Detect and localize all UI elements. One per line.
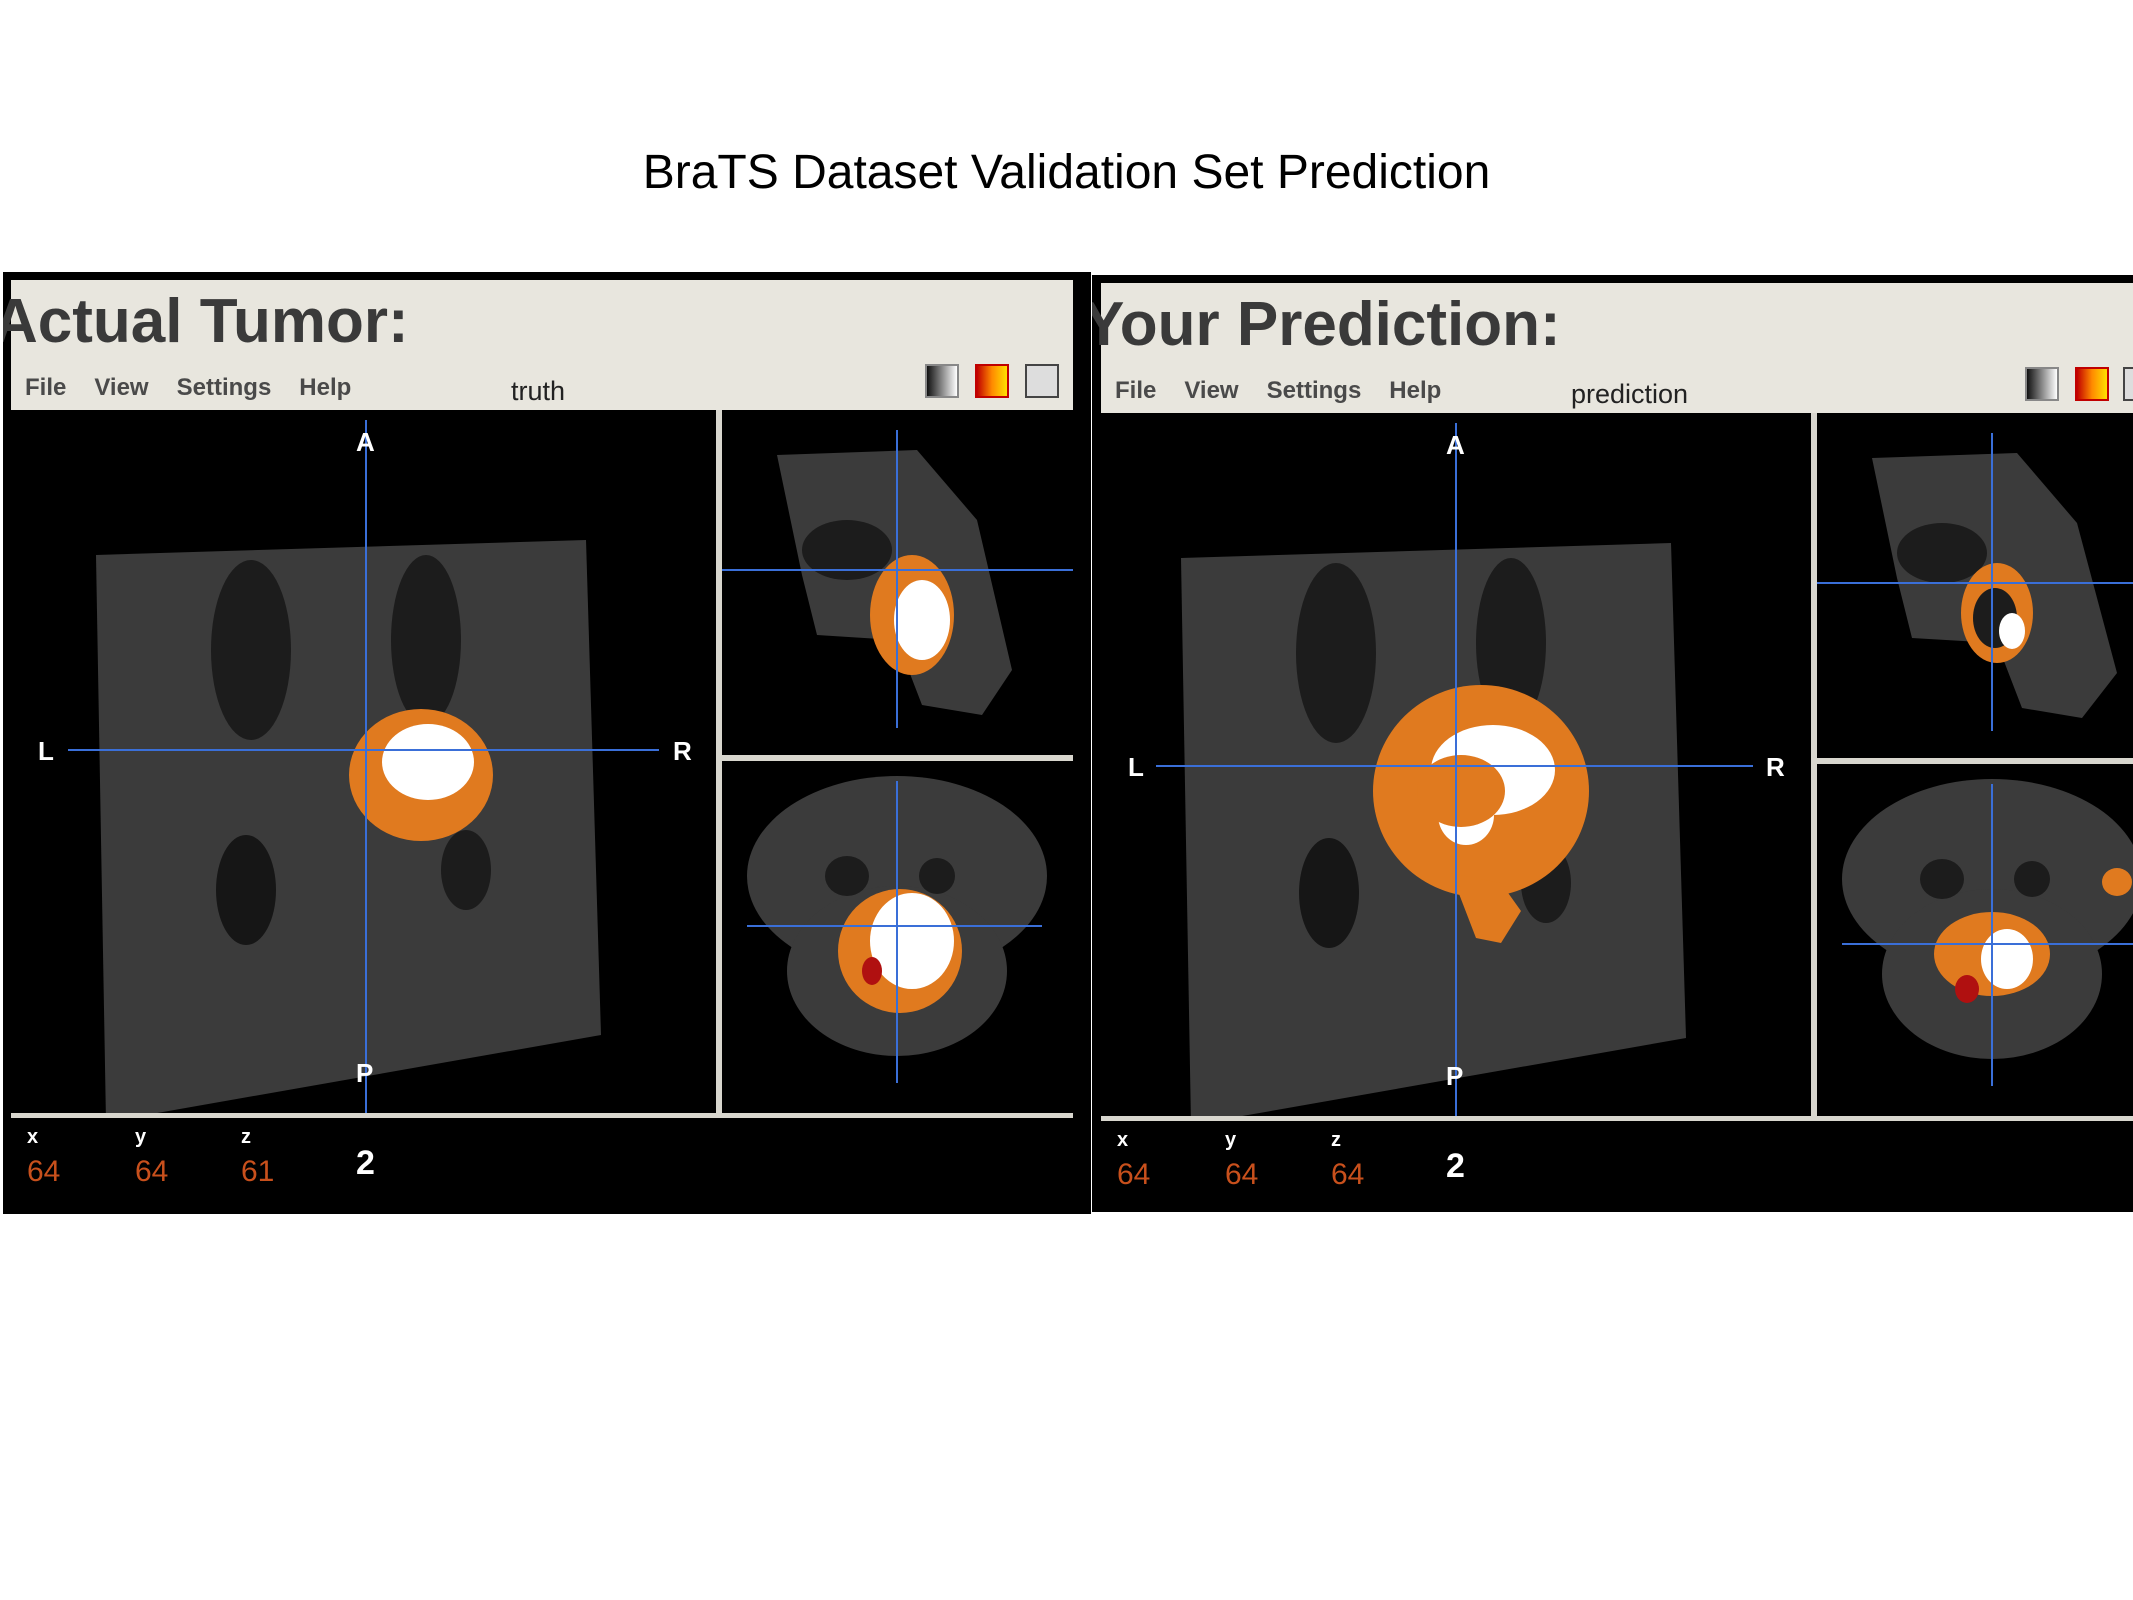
tumor-core — [382, 724, 474, 800]
truth-toolbar: Actual Tumor: File View Settings Help tr… — [3, 280, 1073, 410]
ventricle-left — [825, 856, 869, 896]
coord-y-value: 64 — [1225, 1158, 1259, 1191]
heat-lut-icon[interactable] — [2075, 367, 2109, 401]
tumor-core — [1981, 929, 2033, 989]
coords-divider — [1101, 1116, 2133, 1121]
menu-file[interactable]: File — [1115, 377, 1157, 404]
orient-anterior: A — [1446, 430, 1465, 460]
tumor-core — [870, 893, 954, 989]
tumor-core — [894, 580, 950, 660]
coord-x: x 64 — [27, 1126, 87, 1189]
swap-view-icon[interactable] — [1025, 364, 1059, 398]
ventricle-left — [1296, 563, 1376, 743]
view-divider — [1811, 413, 1817, 1116]
menu-settings[interactable]: Settings — [176, 374, 272, 401]
menu-settings[interactable]: Settings — [1266, 377, 1362, 404]
axial-view[interactable]: A P L R — [1101, 413, 1811, 1116]
grayscale-lut-icon[interactable] — [925, 364, 959, 398]
voxel-value: 2 — [356, 1144, 375, 1182]
orient-anterior: A — [356, 427, 375, 457]
image-name: truth — [511, 376, 566, 406]
menu-file[interactable]: File — [25, 374, 67, 401]
orient-posterior: P — [356, 1058, 373, 1088]
tumor-edema-extension — [1451, 873, 1521, 943]
menu-view[interactable]: View — [1184, 377, 1239, 404]
ventricle-lower-left — [216, 835, 276, 945]
ventricle-left — [211, 560, 291, 740]
truth-coords-bar: x 64 y 64 z 61 2 — [11, 1118, 1073, 1204]
coord-y: y 64 — [135, 1126, 195, 1189]
coronal-view[interactable] — [722, 761, 1073, 1113]
ventricle-right — [1476, 558, 1546, 728]
orient-posterior: P — [1446, 1061, 1463, 1091]
swap-view-icon[interactable] — [2123, 367, 2133, 401]
prediction-coords-bar: x 64 y 64 z 64 2 — [1101, 1121, 2133, 1207]
coord-z-value: 64 — [1331, 1158, 1365, 1191]
tumor-edema-spot — [2102, 868, 2132, 896]
coord-x-value: 64 — [1117, 1158, 1151, 1191]
coord-z: z 64 — [1331, 1129, 1391, 1192]
ventricle-lower-left — [1299, 838, 1359, 948]
sagittal-view[interactable] — [722, 410, 1073, 755]
coords-divider — [11, 1113, 1073, 1118]
tumor-necrosis — [1955, 975, 1979, 1003]
menu-help[interactable]: Help — [299, 374, 352, 401]
orient-right: R — [1766, 752, 1785, 782]
coronal-view[interactable] — [1817, 764, 2133, 1116]
ventricle-right — [919, 858, 955, 894]
grayscale-lut-icon[interactable] — [2025, 367, 2059, 401]
tumor-core — [1999, 613, 2025, 649]
prediction-toolbar: Your Prediction: File View Settings Help… — [1092, 283, 2133, 413]
view-divider — [716, 410, 722, 1113]
orient-right: R — [673, 736, 692, 766]
ventricle — [1897, 523, 1987, 583]
truth-heading: Actual Tumor: — [3, 287, 409, 356]
orient-left: L — [38, 736, 54, 766]
coord-z: z 61 — [241, 1126, 301, 1189]
brain-slice — [96, 540, 601, 1113]
menu-help[interactable]: Help — [1389, 377, 1442, 404]
ventricle-right — [2014, 861, 2050, 897]
coord-x-value: 64 — [27, 1155, 61, 1188]
truth-menu-bar: File View Settings Help — [25, 374, 351, 402]
ventricle-right — [391, 555, 461, 725]
menu-view[interactable]: View — [94, 374, 149, 401]
prediction-menu-bar: File View Settings Help — [1115, 377, 1441, 405]
view-divider — [1817, 758, 2133, 764]
coord-x: x 64 — [1117, 1129, 1177, 1192]
coord-z-value: 61 — [241, 1155, 275, 1188]
axial-view[interactable]: A P L R — [11, 410, 716, 1113]
ventricle-lower-right — [441, 830, 491, 910]
truth-viewer-window: Actual Tumor: File View Settings Help tr… — [3, 272, 1091, 1214]
ventricle-left — [1920, 859, 1964, 899]
orient-left: L — [1128, 752, 1144, 782]
coord-y-value: 64 — [135, 1155, 169, 1188]
coord-y: y 64 — [1225, 1129, 1285, 1192]
prediction-heading: Your Prediction: — [1092, 290, 1561, 359]
image-name: prediction — [1571, 379, 1689, 409]
heat-lut-icon[interactable] — [975, 364, 1009, 398]
tumor-edema-pocket — [1417, 755, 1505, 827]
view-divider — [722, 755, 1073, 761]
sagittal-view[interactable] — [1817, 413, 2133, 758]
page-title: BraTS Dataset Validation Set Prediction — [642, 146, 1491, 199]
voxel-value: 2 — [1446, 1147, 1465, 1185]
prediction-viewer-window: Your Prediction: File View Settings Help… — [1092, 275, 2133, 1212]
tumor-necrosis — [862, 957, 882, 985]
ventricle — [802, 520, 892, 580]
